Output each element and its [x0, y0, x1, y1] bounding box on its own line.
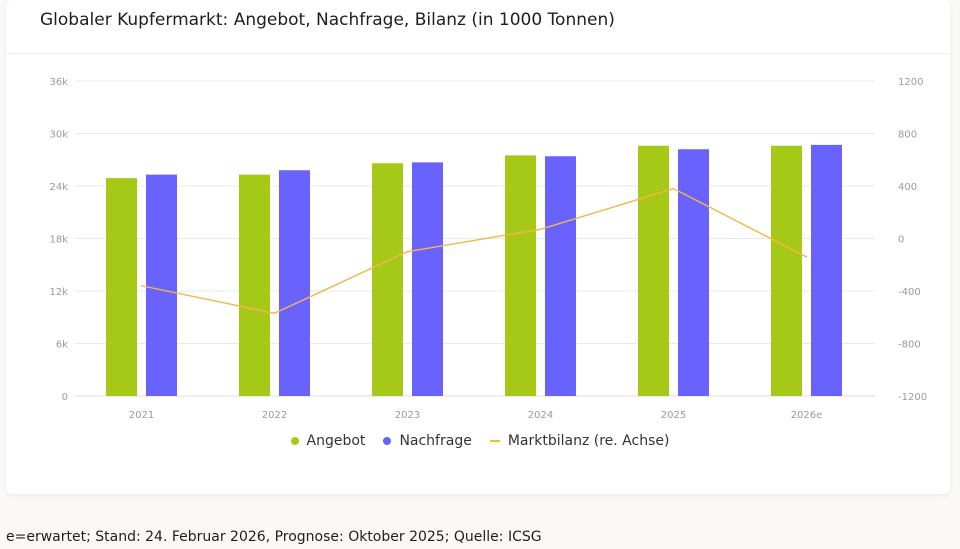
y-left-tick-label: 18k	[49, 235, 68, 246]
line-point-marktbilanz	[273, 312, 276, 315]
bar-nachfrage	[811, 144, 842, 396]
y-left-tick-label: 0	[62, 392, 68, 403]
bar-angebot	[771, 145, 802, 396]
x-tick-label: 2021	[129, 410, 154, 421]
x-tick-label: 2023	[395, 410, 420, 421]
y-right-tick-label: 800	[898, 130, 917, 141]
bar-nachfrage	[279, 170, 310, 396]
bar-angebot	[638, 145, 669, 396]
bar-nachfrage	[412, 162, 443, 396]
line-point-marktbilanz	[140, 284, 143, 287]
legend-item-nachfrage[interactable]: Nachfrage	[383, 433, 472, 449]
y-left-tick-label: 24k	[49, 182, 68, 193]
legend-item-angebot[interactable]: Angebot	[290, 433, 366, 449]
title-divider	[6, 53, 950, 54]
legend-label-angebot: Angebot	[306, 433, 366, 449]
bar-angebot	[106, 178, 137, 396]
footnote: e=erwartet; Stand: 24. Februar 2026, Pro…	[6, 529, 542, 545]
y-left-tick-label: 36k	[49, 77, 68, 88]
bar-angebot	[505, 155, 536, 396]
y-right-tick-label: -1200	[898, 392, 927, 403]
line-point-marktbilanz	[406, 250, 409, 253]
legend-marker-nachfrage	[383, 437, 392, 445]
y-right-tick-label: -400	[898, 287, 921, 298]
y-left-tick-label: 30k	[49, 130, 68, 141]
y-right-tick-label: -800	[898, 340, 921, 351]
line-point-marktbilanz	[672, 187, 675, 190]
x-tick-label: 2024	[528, 410, 553, 421]
y-right-tick-label: 0	[898, 235, 904, 246]
chart-title: Globaler Kupfermarkt: Angebot, Nachfrage…	[40, 10, 615, 30]
x-tick-label: 2026e	[791, 410, 823, 421]
bar-angebot	[372, 163, 403, 396]
legend-marker-angebot	[290, 437, 299, 445]
legend-item-marktbilanz[interactable]: Marktbilanz (re. Achse)	[489, 433, 670, 449]
y-left-tick-label: 12k	[49, 287, 68, 298]
y-right-tick-label: 1200	[898, 77, 923, 88]
legend-label-marktbilanz: Marktbilanz (re. Achse)	[507, 433, 670, 449]
line-point-marktbilanz	[805, 256, 808, 258]
legend-marker-marktbilanz	[489, 440, 500, 442]
bar-angebot	[239, 174, 270, 396]
bar-nachfrage	[678, 149, 709, 396]
y-right-tick-label: 400	[898, 182, 917, 193]
legend-label-nachfrage: Nachfrage	[399, 433, 472, 449]
line-point-marktbilanz	[539, 228, 542, 231]
y-left-tick-label: 6k	[56, 340, 68, 351]
chart-legend: Angebot Nachfrage Marktbilanz (re. Achse…	[0, 433, 960, 449]
line-marktbilanz	[141, 187, 807, 315]
x-tick-label: 2022	[262, 410, 287, 421]
x-tick-label: 2025	[661, 410, 686, 421]
bar-nachfrage	[545, 156, 576, 396]
bar-nachfrage	[146, 174, 177, 396]
